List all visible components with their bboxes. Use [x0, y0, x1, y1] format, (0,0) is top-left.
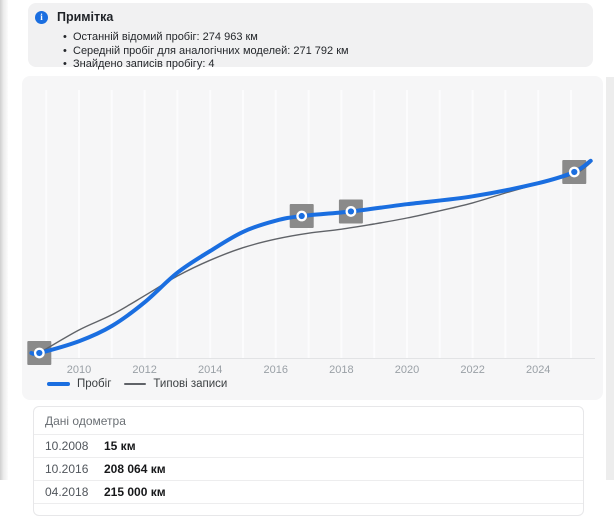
note-records-found: Знайдено записів пробігу: 4 — [63, 58, 349, 72]
x-axis-tick-label: 2016 — [264, 364, 288, 376]
record-date: 10.2008 — [45, 439, 89, 453]
record-date: 10.2016 — [45, 462, 89, 476]
x-axis-tick-label: 2012 — [132, 364, 156, 376]
page-right-edge — [606, 77, 614, 480]
table-row: 10.2016 208 064 км — [34, 458, 583, 481]
table-row: 04.2018 215 000 км — [34, 481, 583, 504]
series-line-Пробіг — [29, 158, 593, 356]
note-average-mileage: Середній пробіг для аналогічних моделей:… — [63, 45, 349, 59]
legend-label-mileage: Пробіг — [77, 378, 112, 390]
record-date: 04.2018 — [45, 485, 89, 499]
mileage-chart: 2010 2012 2014 2016 2018 2020 2022 2024 — [27, 90, 595, 376]
mileage-note-card: i Примітка Останній відомий пробіг: 274 … — [28, 3, 593, 71]
table-row: 10.2008 15 км — [34, 435, 583, 458]
note-title: Примітка — [57, 10, 114, 24]
x-axis-tick-label: 2022 — [460, 364, 484, 376]
series-line-Типові записи — [38, 162, 592, 354]
mileage-line-swatch — [47, 382, 70, 386]
record-mileage: 15 км — [104, 439, 136, 453]
record-mileage: 208 064 км — [104, 462, 166, 476]
legend-item-mileage[interactable]: Пробіг — [47, 378, 111, 390]
x-axis-tick-label: 2024 — [526, 364, 550, 376]
record-mileage: 215 000 км — [104, 485, 166, 499]
typical-line-swatch — [124, 383, 147, 385]
chart-legend: Пробіг Типові записи — [47, 377, 227, 391]
odometer-table-title: Дані одометра — [34, 407, 583, 435]
x-axis-tick-label: 2014 — [198, 364, 222, 376]
odometer-data-card: Дані одометра 10.2008 15 км 10.2016 208 … — [33, 406, 584, 516]
legend-item-typical-records[interactable]: Типові записи — [124, 378, 227, 390]
note-last-known-mileage: Останній відомий пробіг: 274 963 км — [63, 31, 349, 45]
x-axis-tick-label: 2010 — [67, 364, 91, 376]
mileage-chart-card: 2010 2012 2014 2016 2018 2020 2022 2024 Пробіг … — [22, 76, 603, 400]
note-bullet-list: Останній відомий пробіг: 274 963 км Сере… — [63, 31, 349, 72]
info-icon: i — [35, 11, 48, 24]
x-axis-tick-label: 2018 — [329, 364, 353, 376]
x-axis-tick-label: 2020 — [395, 364, 419, 376]
legend-label-typical-records: Типові записи — [153, 378, 228, 390]
page-left-edge — [0, 0, 8, 480]
